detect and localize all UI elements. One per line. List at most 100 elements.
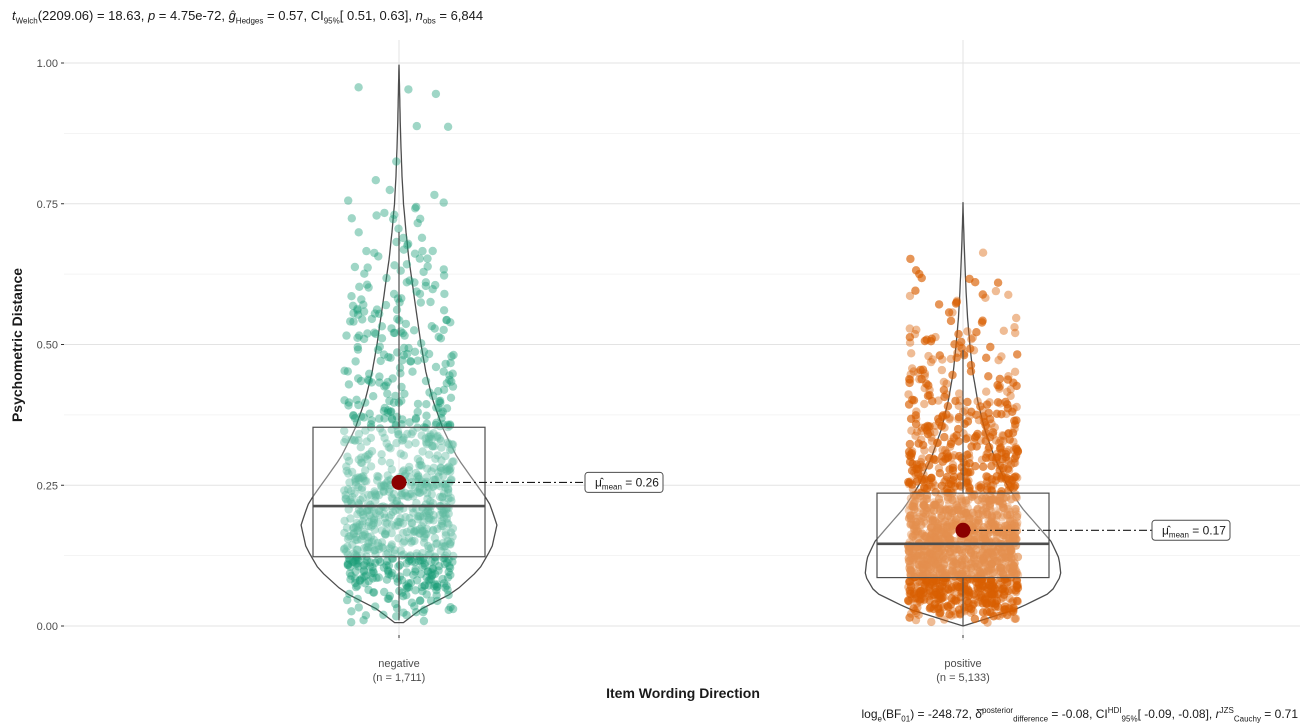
scatter-point [935, 591, 944, 600]
scatter-point [938, 570, 947, 579]
scatter-point [976, 533, 985, 542]
scatter-point [945, 442, 955, 451]
scatter-point [1004, 547, 1013, 556]
scatter-point [931, 532, 940, 541]
scatter-point [991, 476, 1000, 485]
scatter-point [918, 462, 927, 471]
scatter-point [448, 557, 457, 567]
scatter-point [937, 421, 946, 431]
scatter-point [998, 557, 1007, 566]
scatter-point [1012, 596, 1022, 606]
scatter-point [447, 445, 456, 454]
scatter-point [418, 527, 427, 536]
scatter-point [957, 454, 966, 463]
scatter-point [941, 586, 950, 595]
scatter-point [948, 476, 958, 485]
scatter-point [999, 463, 1008, 473]
scatter-point [964, 598, 973, 608]
scatter-point [937, 587, 946, 596]
scatter-point [439, 471, 448, 480]
scatter-point [1003, 404, 1013, 413]
scatter-point [358, 315, 367, 324]
scatter-point [913, 603, 922, 612]
scatter-point [987, 485, 996, 495]
scatter-point [1007, 549, 1016, 558]
scatter-point [365, 369, 374, 378]
scatter-point [944, 584, 953, 593]
scatter-point [981, 494, 990, 503]
scatter-point [949, 433, 958, 442]
scatter-point [921, 532, 931, 541]
scatter-point [935, 417, 944, 427]
scatter-point [923, 578, 933, 587]
scatter-point [935, 351, 944, 360]
scatter-point [989, 589, 999, 599]
scatter-point [959, 554, 969, 563]
scatter-point [420, 605, 429, 614]
scatter-point [907, 449, 916, 458]
scatter-point [926, 523, 936, 532]
scatter-point [937, 511, 947, 520]
scatter-point [923, 421, 932, 431]
scatter-point [354, 562, 363, 571]
scatter-point [925, 480, 934, 489]
scatter-point [905, 577, 914, 586]
scatter-point [917, 273, 926, 283]
scatter-point [359, 566, 369, 575]
scatter-point [387, 465, 396, 474]
scatter-point [445, 562, 454, 571]
scatter-point [954, 424, 963, 434]
scatter-point [411, 468, 421, 478]
scatter-point [945, 415, 954, 424]
scatter-point [354, 523, 363, 532]
scatter-point [439, 325, 448, 335]
scatter-point [938, 528, 947, 537]
scatter-point [926, 549, 935, 558]
scatter-point [995, 374, 1005, 384]
scatter-point [913, 527, 923, 536]
scatter-point [942, 506, 951, 515]
scatter-point [349, 435, 359, 445]
scatter-point [363, 505, 372, 515]
scatter-point [1004, 466, 1014, 475]
scatter-point [946, 527, 955, 536]
scatter-point [1003, 504, 1012, 514]
scatter-point [959, 349, 969, 358]
scatter-point [976, 483, 986, 492]
scatter-point [929, 604, 938, 614]
scatter-point [999, 493, 1008, 503]
scatter-point [991, 556, 1000, 566]
scatter-point [1008, 428, 1018, 437]
scatter-point [931, 517, 940, 526]
scatter-point [387, 493, 396, 502]
t-df: (2209.06) = 18.63, [37, 8, 148, 23]
scatter-point [387, 540, 396, 549]
scatter-point [913, 427, 922, 436]
scatter-point [1009, 378, 1018, 387]
scatter-point [999, 504, 1008, 513]
scatter-point [937, 481, 947, 490]
x-tick-label-negative: negative [378, 658, 420, 670]
scatter-point [918, 440, 928, 450]
scatter-point [946, 600, 956, 609]
scatter-point [930, 583, 940, 592]
scatter-point [970, 525, 979, 534]
scatter-point [938, 518, 947, 527]
scatter-point [415, 524, 425, 534]
scatter-point [959, 351, 969, 360]
scatter-point [978, 533, 987, 542]
scatter-point [977, 593, 986, 602]
scatter-point [909, 396, 919, 405]
scatter-point [373, 345, 383, 354]
scatter-point [1012, 569, 1021, 579]
scatter-point [372, 305, 382, 314]
scatter-point [905, 375, 914, 384]
scatter-point [980, 557, 989, 566]
scatter-point [421, 508, 431, 518]
scatter-point [446, 393, 456, 402]
mean-label: μ̂mean = 0.17 [1162, 523, 1226, 539]
scatter-point [432, 418, 441, 427]
scatter-point [929, 590, 938, 599]
scatter-point [941, 577, 950, 587]
scatter-point [982, 485, 992, 494]
